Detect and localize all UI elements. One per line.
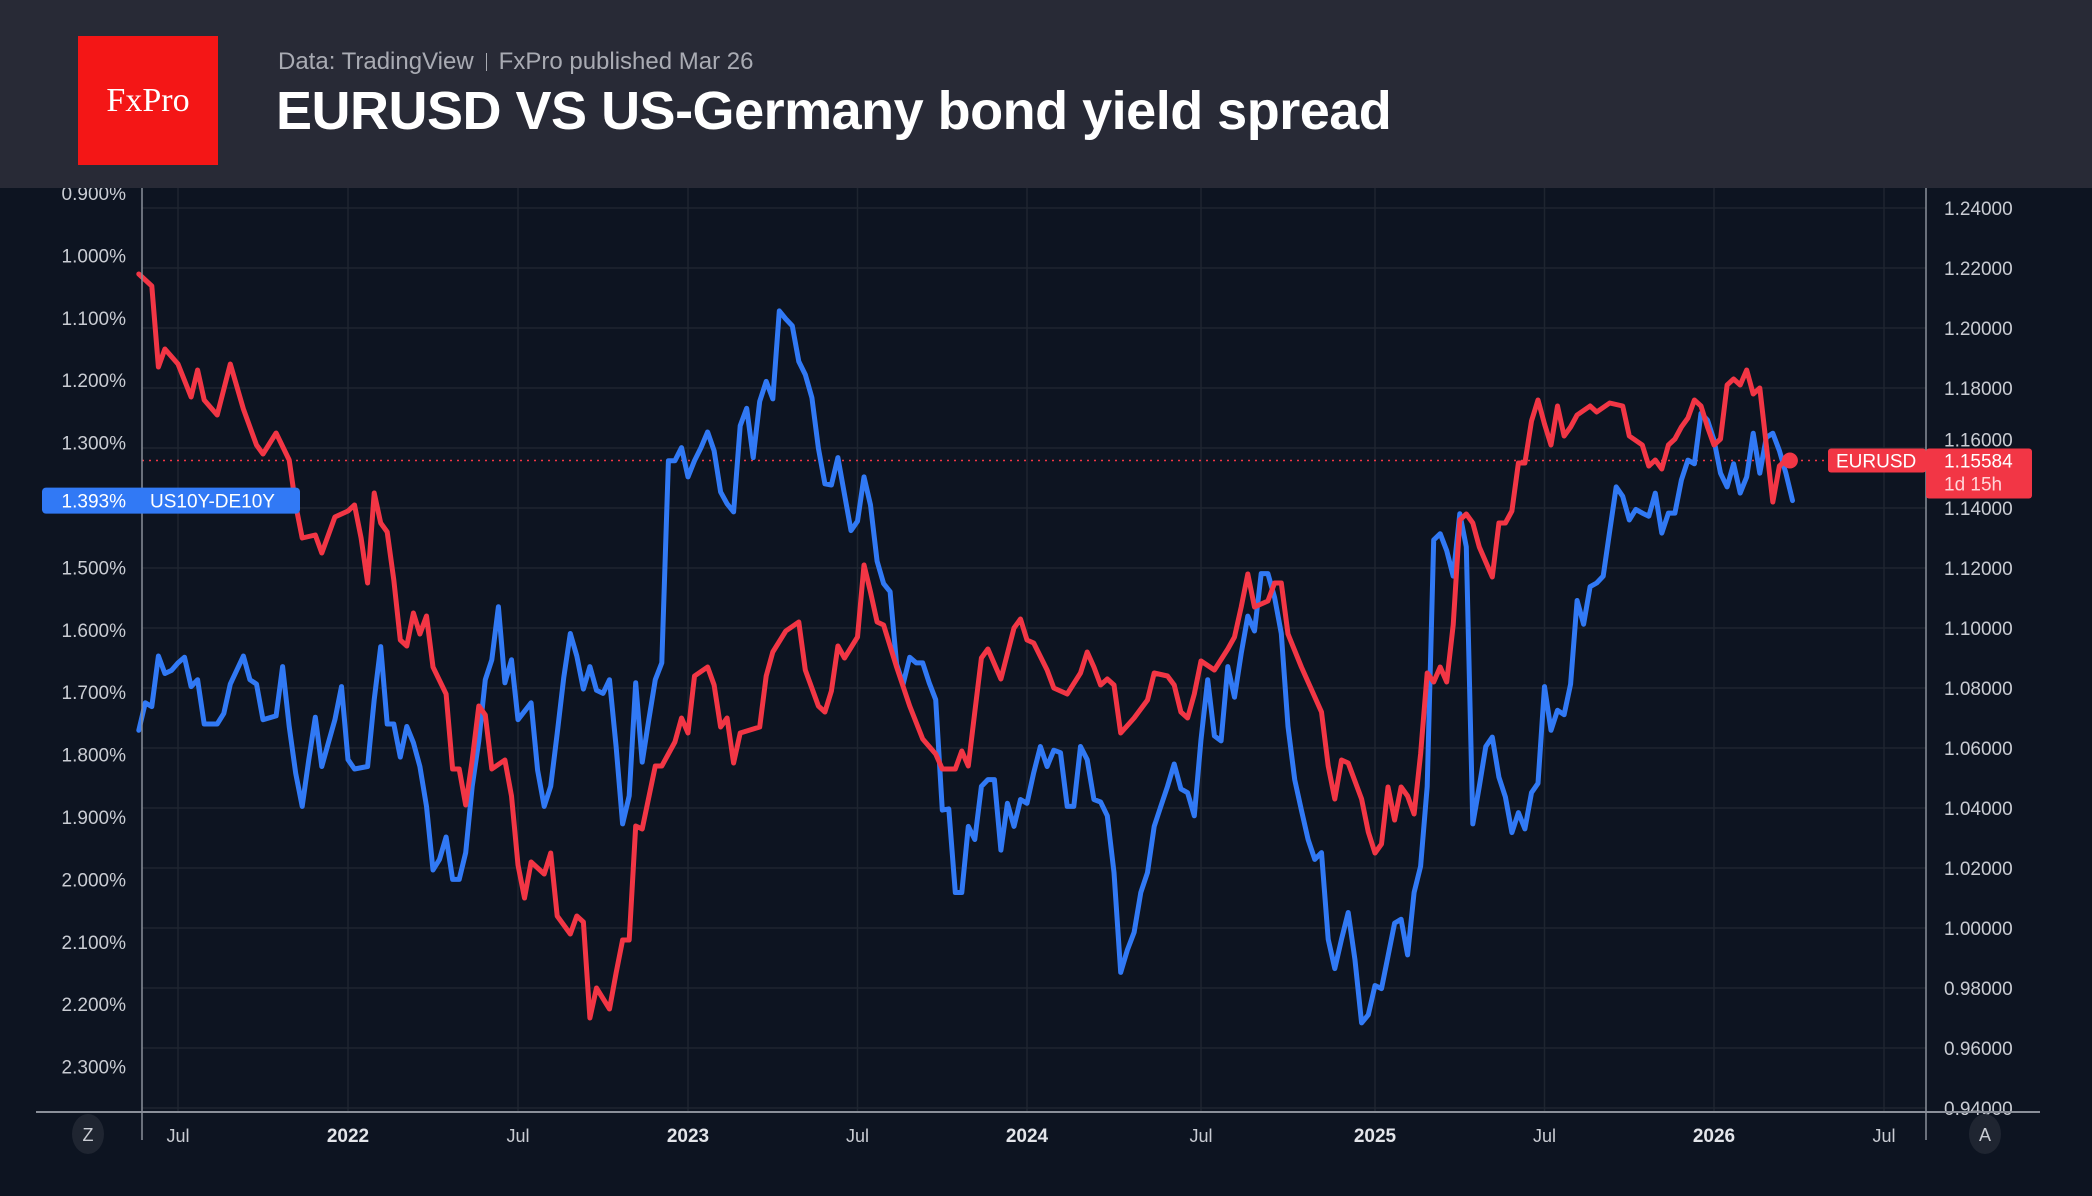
button-bg <box>72 1114 104 1154</box>
button-bg <box>1969 1114 2001 1154</box>
time-axis-tick-label: Jul <box>1872 1126 1895 1146</box>
time-axis-tick-label: 2025 <box>1354 1126 1397 1147</box>
right-axis-tick-label: 1.22000 <box>1944 259 2013 280</box>
eurusd-name-bg <box>1828 448 1926 473</box>
right-axis-tick-label: 0.98000 <box>1944 979 2013 1000</box>
right-axis-tick-label: 0.94000 <box>1944 1099 2013 1120</box>
right-axis-tick-label: 1.14000 <box>1944 499 2013 520</box>
right-axis-tick-label: 1.24000 <box>1944 199 2013 220</box>
auto-scale-button[interactable]: A <box>1969 1114 2001 1154</box>
left-axis-tick-label: 1.200% <box>62 371 127 392</box>
time-axis-tick-label: Jul <box>846 1126 869 1146</box>
spread-series-name: US10Y-DE10Y <box>150 492 275 513</box>
right-axis-tick-label: 1.08000 <box>1944 679 2013 700</box>
right-axis-tick-label: 1.00000 <box>1944 919 2013 940</box>
left-axis-tick-label: 1.700% <box>62 683 127 704</box>
left-axis-tick-label: 2.100% <box>62 933 127 954</box>
left-axis-tick-label: 1.300% <box>62 434 127 455</box>
time-axis-tick-label: Jul <box>1189 1126 1212 1146</box>
left-axis-tick-label: 2.000% <box>62 870 127 891</box>
time-axis-tick-label: 2023 <box>667 1126 709 1147</box>
right-axis-tick-label: 1.18000 <box>1944 379 2013 400</box>
bar-countdown: 1d 15h <box>1944 474 2002 495</box>
eurusd-last-value: 1.15584 <box>1944 451 2013 472</box>
right-axis-tick-label: 1.04000 <box>1944 799 2013 820</box>
left-axis-tick-label: 1.800% <box>62 746 127 767</box>
left-axis-tick-label: 1.500% <box>62 558 127 579</box>
eurusd-price-bg <box>1926 448 2032 499</box>
chart-canvas[interactable]: 1.24000 1.22000 1.20000 1.18000 1.16000 1.140… <box>0 188 2092 1196</box>
header-bar: FxPro Data: TradingView FxPro published M… <box>0 0 2092 188</box>
time-axis-tick-label: Jul <box>506 1126 529 1146</box>
left-axis-tick-label: 0.900% <box>62 188 127 205</box>
series-layer <box>136 271 1798 1026</box>
right-axis-tick-label: 1.06000 <box>1944 739 2013 760</box>
separator <box>485 53 487 71</box>
axes: 1.24000 1.22000 1.20000 1.18000 1.16000 1.140… <box>36 188 2040 1154</box>
left-axis-tick-label: 1.900% <box>62 808 127 829</box>
time-axis-tick-label: Jul <box>166 1126 189 1146</box>
spread-line <box>136 308 1795 1026</box>
data-source: Data: TradingView <box>278 48 474 75</box>
left-axis-tick-label: 1.000% <box>62 246 127 267</box>
spread-label-bg <box>42 487 300 514</box>
right-axis-tick-label: 1.16000 <box>1944 430 2013 451</box>
right-axis-tick-label: 1.12000 <box>1944 559 2013 580</box>
left-axis-tick-label: 2.200% <box>62 995 127 1016</box>
left-axis-tick-label: 1.600% <box>62 621 127 642</box>
chart-title: EURUSD VS US-Germany bond yield spread <box>276 81 1392 141</box>
logo-text: FxPro <box>106 81 190 119</box>
eurusd-last-point-marker <box>1781 452 1798 469</box>
left-axis-tick-label: 1.100% <box>62 309 127 330</box>
time-axis-tick-label: 2026 <box>1693 1126 1735 1147</box>
eurusd-line <box>136 271 1789 1021</box>
eurusd-series-name: EURUSD <box>1836 451 1916 472</box>
right-axis-tick-label: 1.20000 <box>1944 319 2013 340</box>
right-axis-tick-label: 1.02000 <box>1944 859 2013 880</box>
publisher-info: FxPro published Mar 26 <box>498 48 754 75</box>
time-axis-tick-label: Jul <box>1533 1126 1556 1146</box>
button-label: A <box>1979 1125 1991 1145</box>
spread-last-value: 1.393% <box>62 492 127 513</box>
right-axis-tick-label: 0.96000 <box>1944 1039 2013 1060</box>
left-axis-tick-label: 2.300% <box>62 1058 127 1079</box>
spread-price-label: 1.393% US10Y-DE10Y <box>42 487 300 514</box>
time-axis-tick-label: 2024 <box>1006 1126 1049 1147</box>
grid <box>142 188 1926 1112</box>
button-label: Z <box>83 1125 94 1145</box>
subtitle: Data: TradingView FxPro published Mar 26 <box>278 48 753 76</box>
zoom-reset-button[interactable]: Z <box>72 1114 104 1154</box>
time-axis-tick-label: 2022 <box>327 1126 369 1147</box>
right-axis-tick-label: 1.10000 <box>1944 619 2013 640</box>
fxpro-logo: FxPro <box>78 36 218 165</box>
